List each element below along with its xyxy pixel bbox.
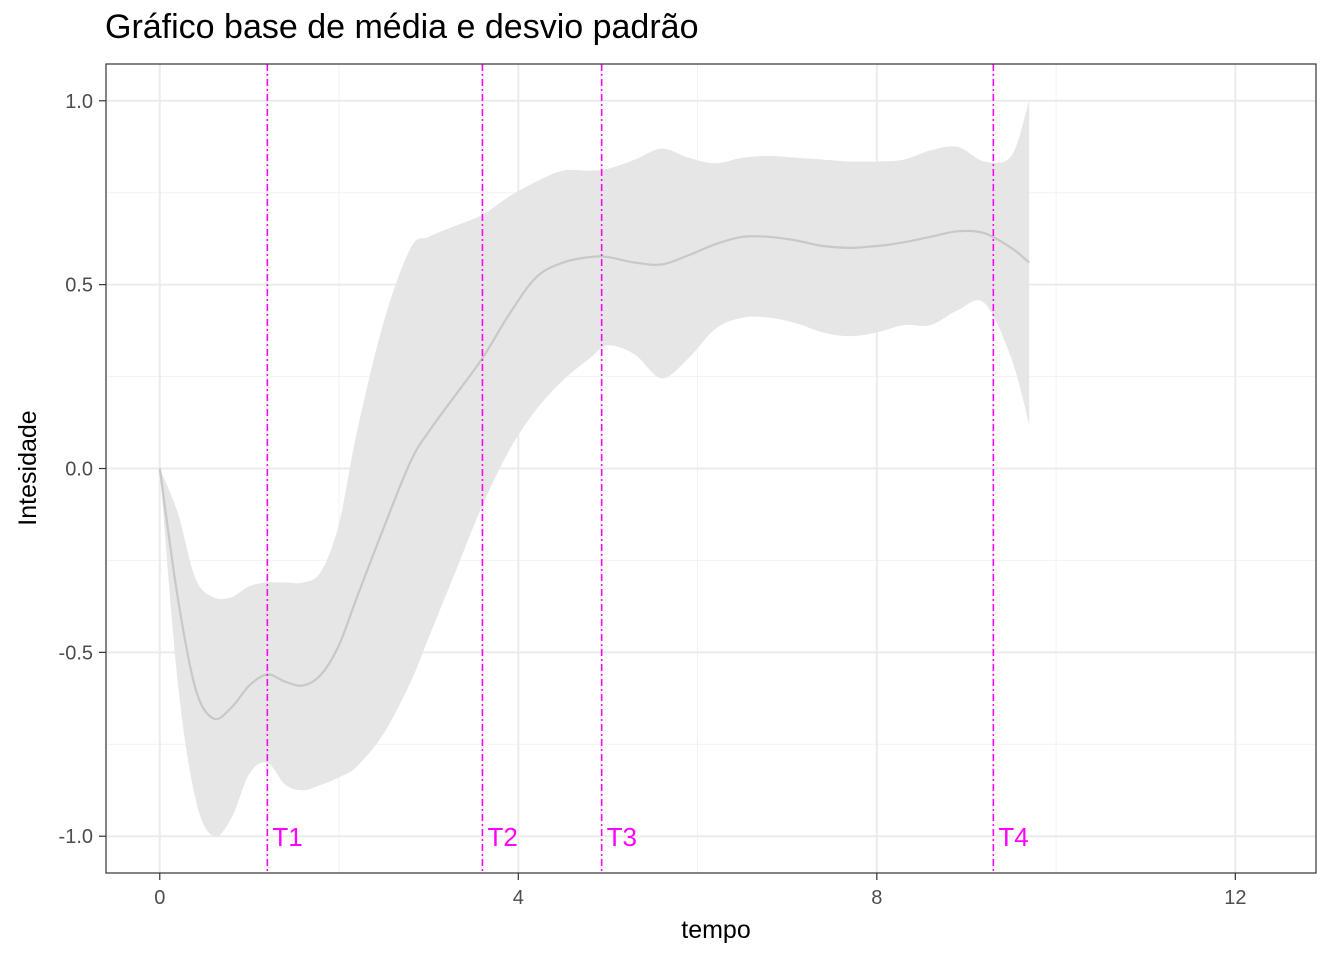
x-axis-ticks: 0 4 8 12 [154, 873, 1246, 909]
x-axis-title: tempo [681, 916, 750, 944]
marker-label-t2: T2 [487, 822, 517, 852]
y-tick-label: 0.5 [65, 275, 93, 297]
mean-line [158, 229, 1030, 721]
y-tick-label: 0.0 [65, 459, 93, 481]
marker-label-t4: T4 [998, 822, 1028, 852]
chart-title: Gráfico base de média e desvio padrão [105, 8, 699, 46]
x-tick-label: 8 [871, 887, 882, 909]
y-axis-ticks: -1.0 -0.5 0.0 0.5 1.0 [59, 91, 106, 848]
marker-label-t3: T3 [607, 822, 637, 852]
y-tick-label: -1.0 [59, 826, 93, 848]
x-tick-label: 12 [1224, 887, 1246, 909]
y-tick-label: 1.0 [65, 91, 93, 113]
y-tick-label: -0.5 [59, 642, 93, 664]
y-axis-title: Intesidade [14, 410, 42, 525]
marker-label-t1: T1 [272, 822, 302, 852]
x-tick-label: 4 [513, 887, 524, 909]
time-markers: T1 T2 T3 T4 [266, 64, 1029, 873]
x-tick-label: 0 [154, 887, 165, 909]
std-deviation-band [159, 100, 1030, 837]
